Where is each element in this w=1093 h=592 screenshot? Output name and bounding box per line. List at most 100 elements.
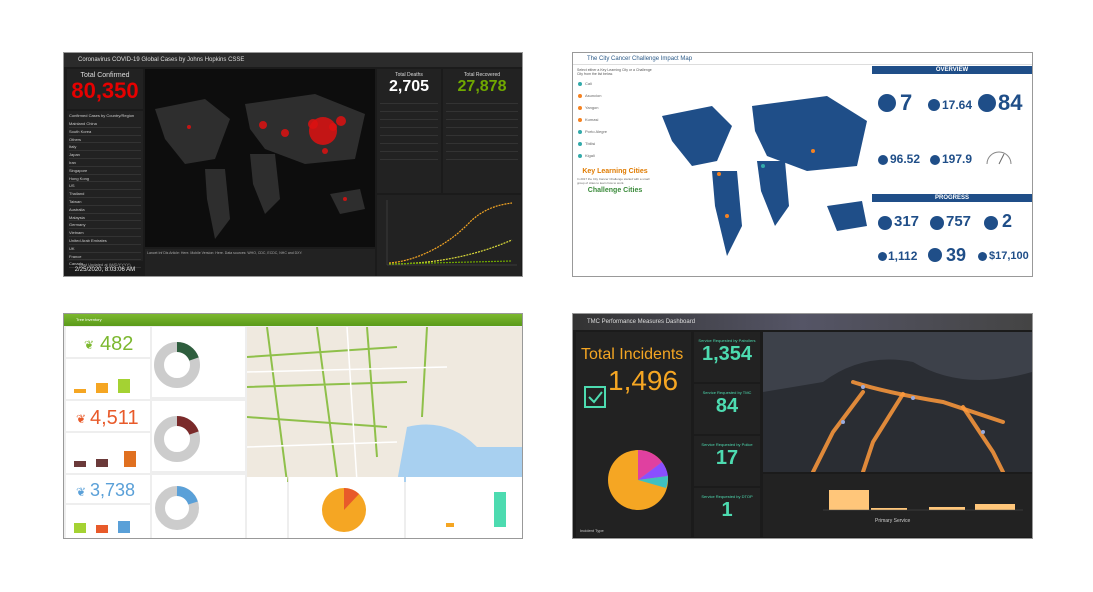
tree-bar-card-3 bbox=[66, 505, 150, 538]
traffic-map-svg bbox=[763, 332, 1032, 474]
country-row[interactable]: Italy bbox=[69, 143, 141, 152]
city-option-label: Cali bbox=[585, 81, 592, 86]
challenge-cities-heading: Challenge Cities bbox=[587, 187, 643, 194]
country-name: South Korea bbox=[69, 128, 92, 134]
country-row[interactable]: Vietnam bbox=[69, 229, 141, 237]
incident-type-pie: Incident Type bbox=[576, 432, 691, 537]
progress-icon-1 bbox=[878, 216, 892, 230]
tree-map[interactable] bbox=[246, 326, 522, 483]
traffic-title: TMC Performance Measures Dashboard bbox=[573, 314, 1032, 330]
progress-icon-5 bbox=[928, 248, 942, 262]
city-dot-icon bbox=[578, 94, 582, 98]
country-row[interactable]: Mainland China bbox=[69, 120, 141, 128]
city-dot-icon bbox=[578, 82, 582, 86]
tree-map-svg bbox=[246, 326, 522, 483]
city-dot-icon bbox=[578, 106, 582, 110]
service-stat-label: Service Requested by Police bbox=[701, 442, 753, 447]
pr-value-2: 2 bbox=[1002, 211, 1013, 231]
tree-donut-2 bbox=[152, 401, 245, 471]
cancer-overview: OVERVIEW 7 17.64 84 96.52 197.9 PROGRESS… bbox=[872, 66, 1032, 276]
country-list[interactable]: Confirmed Cases by Country/Region Mainla… bbox=[67, 111, 143, 269]
covid-info-text: Lancet Inf Dis Article: Here. Mobile Ver… bbox=[145, 249, 375, 276]
total-deaths-card: Total Deaths 2,705 bbox=[377, 69, 441, 193]
city-option[interactable]: Kigali bbox=[575, 150, 655, 162]
country-name: United Arab Emirates bbox=[69, 237, 107, 243]
total-deaths-label: Total Deaths bbox=[395, 72, 423, 78]
city-option[interactable]: Kumasi bbox=[575, 114, 655, 126]
service-stat-card: Service Requested by Patrollers 1,354 bbox=[694, 332, 760, 382]
total-confirmed-card: Total Confirmed 80,350 bbox=[67, 69, 143, 109]
city-option-label: Kumasi bbox=[585, 117, 599, 122]
country-name: Australia bbox=[69, 206, 85, 212]
gauge-icon bbox=[986, 151, 1012, 165]
city-option[interactable]: Cali bbox=[575, 78, 655, 90]
traffic-dashboard: TMC Performance Measures Dashboard Total… bbox=[572, 313, 1033, 539]
country-row[interactable]: Canada bbox=[69, 260, 141, 269]
total-recovered-card: Total Recovered 27,878 bbox=[443, 69, 521, 193]
city-option[interactable]: Yangon bbox=[575, 102, 655, 114]
city-option-label: Tbilisi bbox=[585, 141, 596, 146]
key-cities-heading: Key Learning Cities bbox=[582, 168, 648, 175]
chart-icon bbox=[930, 155, 940, 165]
total-incidents-label: Total Incidents bbox=[581, 346, 684, 363]
country-row[interactable]: South Korea bbox=[69, 128, 141, 136]
city-option[interactable]: Porto Alegre bbox=[575, 126, 655, 138]
country-row[interactable]: Germany bbox=[69, 221, 141, 230]
country-row[interactable]: Singapore bbox=[69, 167, 141, 175]
progress-icon-4 bbox=[878, 252, 887, 261]
country-row[interactable]: Australia bbox=[69, 206, 141, 214]
country-row[interactable]: Others bbox=[69, 136, 141, 144]
progress-icon-6 bbox=[978, 252, 987, 261]
ov-value-1: 17.64 bbox=[942, 98, 973, 112]
service-stat-value: 84 bbox=[715, 395, 739, 417]
tree-card-2: ❦ 4,511 bbox=[66, 401, 150, 431]
total-deaths-value: 2,705 bbox=[388, 78, 430, 95]
last-updated-value: 2/25/2020, 8:03:06 AM bbox=[74, 267, 136, 273]
cancer-map[interactable] bbox=[657, 66, 870, 276]
tree-donut-3 bbox=[152, 475, 245, 538]
country-row[interactable]: UK bbox=[69, 245, 141, 253]
city-option[interactable]: Tbilisi bbox=[575, 138, 655, 150]
service-stat-card: Service Requested by TMC 84 bbox=[694, 384, 760, 434]
country-row[interactable]: Iran bbox=[69, 159, 141, 167]
pr-value-1: 757 bbox=[946, 213, 972, 230]
city-option[interactable]: Asuncion bbox=[575, 90, 655, 102]
country-name: Vietnam bbox=[69, 230, 84, 236]
key-cities-text: In 2017 the City Cancer Challenge starte… bbox=[577, 177, 650, 185]
progress-icon-2 bbox=[930, 216, 944, 230]
leaf-icon-2: ❦ bbox=[76, 412, 87, 426]
progress-header: PROGRESS bbox=[872, 194, 1032, 202]
country-row[interactable]: US bbox=[69, 182, 141, 191]
tree-donut-1 bbox=[152, 327, 245, 397]
building-icon bbox=[978, 94, 996, 112]
tree-pie-chart bbox=[322, 488, 366, 532]
city-dot-icon bbox=[578, 130, 582, 134]
service-stat-label: Service Requested by Patrollers bbox=[698, 338, 756, 343]
traffic-map[interactable] bbox=[763, 332, 1032, 474]
total-recovered-value: 27,878 bbox=[457, 78, 507, 95]
tree-title: Tree Inventory bbox=[64, 314, 522, 326]
country-row[interactable]: United Arab Emirates bbox=[69, 237, 141, 245]
tree-count-3: 3,738 bbox=[90, 480, 136, 500]
country-row[interactable]: Japan bbox=[69, 151, 141, 159]
bar-axis-label: Primary Service bbox=[875, 518, 911, 524]
country-row[interactable]: Hong Kong bbox=[69, 175, 141, 183]
city-option-label: Asuncion bbox=[585, 93, 602, 98]
country-name: Japan bbox=[69, 152, 80, 158]
covid-dashboard: Coronavirus COVID-19 Global Cases by Joh… bbox=[63, 52, 523, 277]
country-name: Malaysia bbox=[69, 214, 85, 220]
country-row[interactable]: Thailand bbox=[69, 190, 141, 198]
city-option-label: Porto Alegre bbox=[585, 129, 608, 134]
tree-bar-chart-2 bbox=[74, 451, 136, 467]
last-updated-label: Last Updated at (M/D/YYYY) bbox=[79, 262, 131, 267]
covid-trend-svg bbox=[386, 200, 517, 266]
city-dot-icon bbox=[578, 142, 582, 146]
donut-chart-1 bbox=[154, 341, 200, 388]
covid-map[interactable] bbox=[145, 69, 375, 247]
country-row[interactable]: Taiwan bbox=[69, 198, 141, 206]
country-row[interactable]: France bbox=[69, 253, 141, 261]
progress-icon-3 bbox=[984, 216, 998, 230]
country-name: France bbox=[69, 253, 82, 259]
country-row[interactable]: Malaysia bbox=[69, 214, 141, 222]
ov-value-2: 84 bbox=[998, 90, 1023, 115]
